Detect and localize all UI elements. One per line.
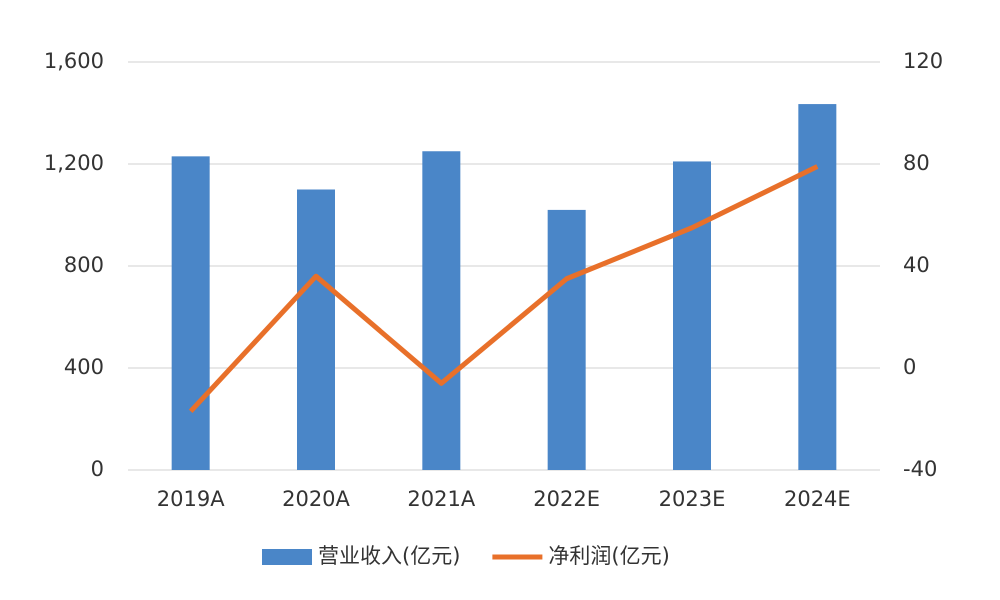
legend-label: 营业收入(亿元) <box>318 544 460 568</box>
y-tick-label: 800 <box>64 253 104 277</box>
y-tick-label: 400 <box>64 355 104 379</box>
bar <box>547 209 586 470</box>
legend-swatch <box>262 549 312 565</box>
y2-tick-label: 0 <box>903 355 916 379</box>
bar <box>673 161 711 470</box>
y2-tick-label: -40 <box>903 457 937 481</box>
y-tick-label: 1,600 <box>44 49 104 73</box>
x-tick-label: 2019A <box>157 487 225 511</box>
bar <box>171 156 210 470</box>
x-tick-label: 2024E <box>784 487 851 511</box>
line <box>188 164 819 414</box>
x-tick-label: 2020A <box>282 487 350 511</box>
bar <box>297 189 335 470</box>
x-tick-label: 2023E <box>659 487 726 511</box>
y2-tick-label: 40 <box>903 253 930 277</box>
y-tick-label: 0 <box>91 457 104 481</box>
y2-tick-label: 120 <box>903 49 943 73</box>
x-tick-label: 2022E <box>533 487 600 511</box>
x-tick-label: 2021A <box>407 487 475 511</box>
y2-tick-label: 80 <box>903 151 930 175</box>
bar <box>422 151 461 470</box>
y-tick-label: 1,200 <box>44 151 104 175</box>
bar <box>798 104 837 470</box>
legend-label: 净利润(亿元) <box>548 544 669 568</box>
